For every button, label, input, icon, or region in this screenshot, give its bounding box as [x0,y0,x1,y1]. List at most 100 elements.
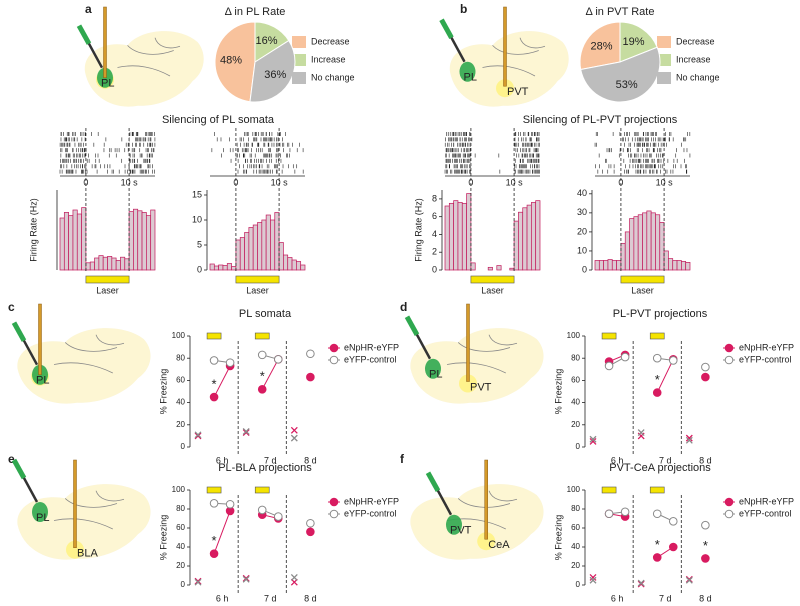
legend-label: Increase [311,54,346,64]
glow [459,374,477,393]
pie-value-label: 28% [590,41,612,53]
histogram-bar [102,256,108,271]
x-tick-label: 6 h [611,455,624,465]
histogram-bar [270,219,276,271]
optic-fiber [103,6,107,78]
x-tick-label: 8 d [304,455,317,465]
histogram-bar [137,210,143,271]
histogram-bar [518,211,524,271]
histogram-bar [213,265,219,271]
legend-label: No change [311,72,355,82]
x-tick-label: 7 d [659,593,672,603]
legend-label: eNpHR-eYFP [739,342,794,352]
laser-box [254,332,270,340]
brain-fold [447,335,517,373]
histogram-bar [607,259,613,271]
histogram-bar [235,239,241,271]
histogram-bar [261,219,267,271]
y-tick-label: 20 [176,420,185,429]
histogram-bar [672,260,678,271]
pie-title: Δ in PL Rate [225,6,286,18]
y-tick-label: 8 [432,193,437,203]
point [668,517,678,526]
y-tick-label: 0 [576,442,581,451]
optic-fiber [73,459,77,548]
glow [496,79,514,98]
optic-fiber [466,303,470,382]
brain-diagram [450,31,569,106]
histogram-bar [509,267,515,271]
histogram-bar [98,255,104,271]
x-tick-label: 8 d [304,593,317,603]
legend-swatch [657,72,671,84]
laser-box [649,486,665,494]
panel-label: b [460,2,467,16]
legend-label: Decrease [676,36,715,46]
x-tick-label: 0 [618,177,623,187]
point [306,349,315,359]
pie-slice [214,21,256,103]
x-tick-label: 8 d [699,455,712,465]
legend-marker [329,497,339,507]
optic-fiber [38,303,42,375]
y-axis-label: % Freezing [553,369,563,415]
y-tick-label: 60 [176,523,185,532]
histogram-bar [274,212,280,271]
histogram-bar [111,257,117,271]
panel-label: f [400,452,405,466]
legend-marker [724,497,734,507]
legend-label: eYFP-control [739,508,792,518]
laser-bar [235,275,280,284]
histogram-bar [603,260,609,271]
significance-mark: * [260,369,265,384]
y-tick-label: 10 [192,214,202,224]
histogram-bar [81,207,87,271]
glow [66,540,84,559]
x-marker [242,575,250,583]
chart-title: PL-PVT projections [613,308,708,320]
x-tick-label: 0 [233,177,238,187]
brain-diagram [85,31,204,106]
x-marker [194,432,202,440]
point [225,499,235,509]
point [668,542,678,552]
y-tick-label: 100 [567,485,581,494]
optic-fiber [503,6,507,87]
legend-marker [724,355,734,365]
y-tick-label: 20 [571,561,580,570]
histogram-bar [663,250,669,271]
histogram-bar [283,254,289,271]
x-tick-label: 7 d [264,455,277,465]
histogram-bar [594,260,600,271]
histogram-bar [115,260,121,271]
histogram-bar [287,257,293,271]
x-marker [290,573,298,581]
point [209,499,219,508]
point [306,527,315,537]
histogram-bar [659,222,665,271]
legend-label: eYFP-control [739,354,792,364]
point [257,350,267,360]
histogram-bar [637,214,643,271]
histogram-bar [448,202,454,271]
histogram-bar [72,209,78,271]
legend-label: eNpHR-eYFP [739,496,794,506]
x-marker [637,579,645,587]
y-tick-label: 20 [571,420,580,429]
brain-outline [410,484,543,559]
x-tick-label: 6 h [611,593,624,603]
y-tick-label: 100 [172,485,186,494]
point [604,509,614,519]
histogram-bar [107,256,113,271]
significance-mark: * [703,538,708,553]
syringe-body [425,471,441,492]
region-label: PVT [450,525,472,537]
x-marker [589,437,597,445]
laser-label: Laser [481,285,504,295]
y-tick-label: 0 [432,264,437,274]
histogram-bar [141,212,147,271]
point [652,553,662,562]
histogram-bar [466,193,472,271]
syringe-body [76,24,92,45]
